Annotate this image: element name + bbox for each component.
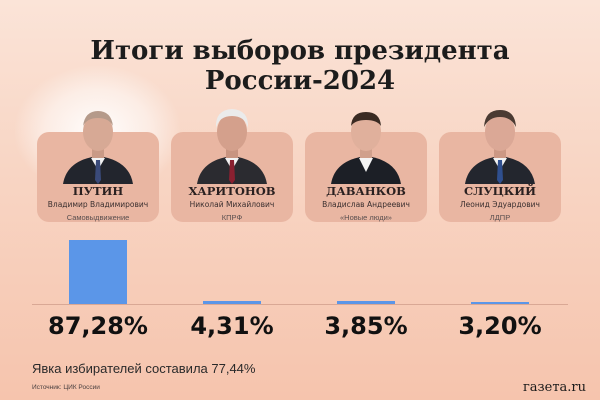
candidate-full-name: Леонид Эдуардович [460, 200, 540, 209]
turnout-text: Явка избирателей составила 77,44% [32, 361, 256, 376]
candidate-surname: ПУТИН [72, 184, 124, 198]
candidate-party: «Новые люди» [340, 213, 392, 222]
candidate-surname: ХАРИТОНОВ [188, 184, 276, 198]
candidate-party: Самовыдвижение [66, 213, 130, 222]
brand-logo: газета.ru [522, 380, 586, 395]
bar-4 [471, 301, 529, 304]
percent-label: 3,85% [324, 312, 408, 340]
candidate-surname: ДАВАНКОВ [326, 184, 406, 198]
bar-1 [69, 240, 127, 304]
candidate-full-name: Николай Михайлович [189, 200, 275, 209]
candidate-party: КПРФ [221, 213, 243, 222]
bar-3 [337, 301, 395, 304]
candidate-portrait [327, 98, 405, 184]
candidate-portrait [461, 98, 539, 184]
candidate-full-name: Владимир Владимирович [47, 200, 149, 209]
percent-label: 4,31% [190, 312, 274, 340]
percent-label: 3,20% [458, 312, 542, 340]
candidate-full-name: Владислав Андреевич [322, 200, 410, 209]
candidate-portrait [193, 98, 271, 184]
candidate-surname: СЛУЦКИЙ [464, 184, 536, 198]
chart-title: Итоги выборов президента России-2024 [90, 36, 510, 96]
bar-2 [203, 300, 261, 304]
candidate-party: ЛДПР [489, 213, 511, 222]
percent-label: 87,28% [48, 312, 148, 340]
chart-baseline [32, 304, 568, 305]
source-text: Источник: ЦИК России [32, 384, 100, 391]
candidate-portrait [59, 98, 137, 184]
